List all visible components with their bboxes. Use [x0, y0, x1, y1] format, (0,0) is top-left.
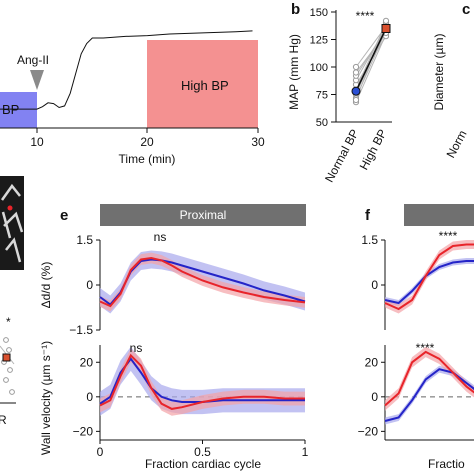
b-category-label: Normal BP	[322, 127, 362, 185]
f-x-axis-label: Fractio	[428, 457, 465, 471]
panel-label-b: b	[291, 1, 300, 18]
d-point	[9, 389, 15, 395]
y-tick-label: 20	[80, 355, 94, 369]
d-point	[3, 377, 9, 383]
d-mean-high	[2, 353, 11, 362]
d-marker	[7, 205, 13, 211]
y-tick-label: 0	[86, 390, 93, 404]
b-y-tick-label: 150	[310, 7, 328, 19]
f-header	[404, 204, 474, 226]
y-tick-label: 0	[86, 278, 93, 292]
panel-a: BP High BP Ang-II 10 20 30 Time (min)	[0, 30, 265, 166]
y-tick-label: −1.5	[69, 323, 93, 337]
b-y-axis-label: MAP (mm Hg)	[287, 34, 301, 110]
b-y-tick-label: 125	[310, 35, 328, 47]
series-line-high-bp	[99, 353, 305, 410]
d-tick-fragment: R	[0, 413, 7, 427]
b-significance: ****	[356, 9, 375, 23]
series-confidence-band	[385, 346, 474, 411]
b-point-high	[382, 17, 390, 24]
b-point-normal	[352, 96, 360, 104]
y-tick-label: 0	[371, 278, 378, 292]
b-mean-normal	[351, 86, 361, 96]
panel-b: b MAP (mm Hg) 50 75 100 125 150 **** Normal …	[287, 1, 392, 185]
a-x-tick-label: 30	[251, 135, 265, 149]
b-y-tick-label: 75	[316, 90, 328, 102]
e-bottom-y-axis-label: Wall velocity (µm s⁻¹)	[39, 341, 53, 455]
arrow-down-marker-icon	[30, 70, 44, 90]
panel-e: e Proximal Δd/d (%) Wall velocity (µm s⁻…	[39, 204, 309, 471]
b-point-normal	[352, 63, 360, 71]
y-tick-label: 1.5	[76, 233, 93, 247]
series-line-normal-bp	[384, 260, 474, 305]
y-tick-label: 1.5	[361, 233, 378, 247]
b-y-tick-label: 100	[310, 62, 328, 74]
e-x-axis-label: Fraction cardiac cycle	[145, 457, 261, 471]
x-tick-label: 1	[302, 445, 309, 459]
d-significance: *	[6, 315, 11, 329]
panel-f: f 1.5 0 **** 20 0 −20 **** Fractio	[358, 204, 474, 471]
series-line-normal-bp	[384, 368, 474, 422]
series-line-high-bp	[99, 256, 306, 308]
proximal-header	[100, 204, 306, 226]
y-tick-label: 20	[365, 355, 379, 369]
b-mean-high	[381, 24, 391, 33]
a-x-tick-label: 20	[140, 135, 154, 149]
panel-label-f: f	[365, 207, 371, 224]
bp-trace-line	[0, 30, 253, 110]
panel-label-e: e	[60, 207, 68, 224]
y-tick-label: −20	[73, 424, 94, 438]
y-tick-label: −20	[358, 424, 379, 438]
series-line-high-bp	[384, 243, 474, 311]
b-point-normal	[352, 69, 360, 76]
y-tick-label: 0	[371, 390, 378, 404]
high-bp-label: High BP	[181, 78, 229, 93]
series-line-high-bp	[384, 350, 474, 407]
d-point	[7, 367, 13, 373]
b-pair-line	[355, 26, 387, 68]
series-confidence-band	[100, 250, 305, 314]
series-confidence-band	[385, 365, 474, 425]
e-top-y-axis-label: Δd/d (%)	[39, 262, 53, 309]
x-tick-label: 0	[97, 445, 104, 459]
significance-label: ****	[416, 341, 435, 355]
c-category-label: Norm	[444, 128, 470, 160]
significance-label: ns	[130, 341, 143, 355]
b-category-label: High BP	[357, 127, 390, 172]
normal-bp-shade	[0, 92, 37, 128]
a-x-axis-label: Time (min)	[119, 152, 176, 166]
c-y-axis-label: Diameter (µm)	[432, 34, 446, 111]
b-pair-line	[355, 33, 387, 103]
series-confidence-band	[385, 258, 474, 306]
panel-c: c Diameter (µm) Norm	[432, 1, 470, 160]
b-pair-line	[355, 27, 387, 81]
series-confidence-band	[100, 348, 305, 416]
b-mean-line	[355, 28, 387, 92]
high-bp-shade	[147, 40, 258, 128]
significance-label: ****	[439, 229, 458, 243]
ang-ii-label: Ang-II	[17, 53, 49, 67]
b-y-tick-label: 50	[316, 117, 328, 129]
panel-d: imal * R	[0, 176, 24, 427]
x-tick-label: 0.5	[194, 445, 211, 459]
proximal-header-label: Proximal	[180, 208, 227, 222]
d-point	[6, 347, 12, 353]
significance-label: ns	[154, 230, 167, 244]
series-confidence-band	[100, 252, 305, 312]
d-point	[3, 337, 9, 343]
panel-label-c: c	[462, 1, 470, 18]
microscope-image-thumbnail	[0, 176, 24, 270]
a-x-tick-label: 10	[30, 135, 44, 149]
vessel-branches	[0, 183, 24, 263]
